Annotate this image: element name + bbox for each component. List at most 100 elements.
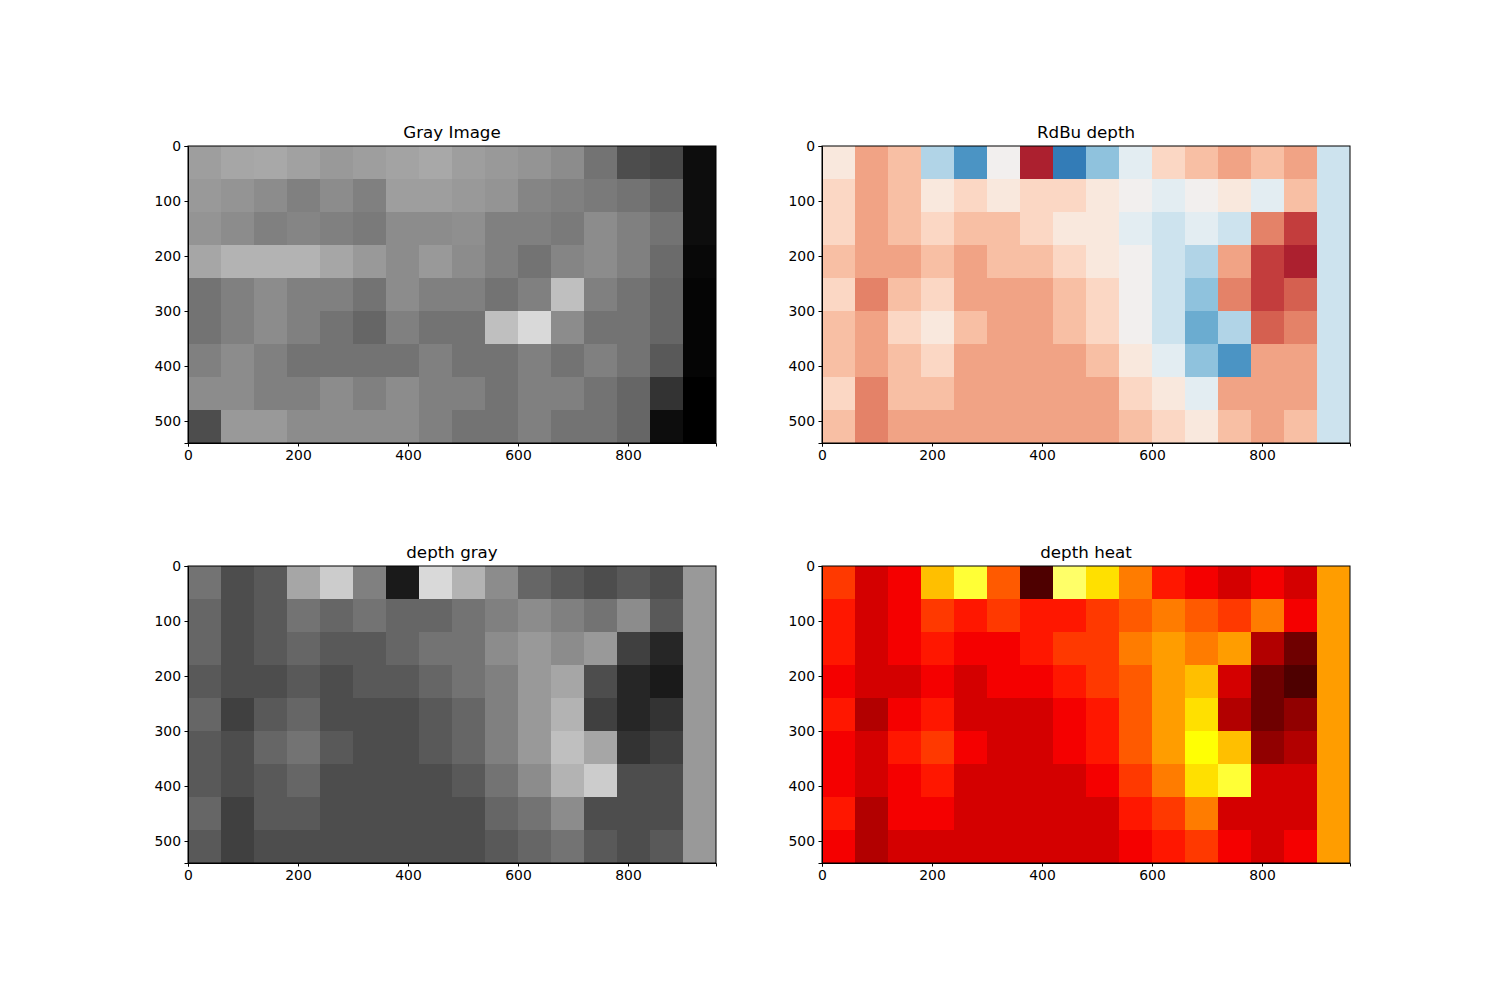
- cell: [888, 665, 922, 699]
- tick-label: 400: [154, 358, 181, 374]
- tick-label: 800: [615, 447, 642, 463]
- cell: [1053, 344, 1087, 378]
- cell: [855, 566, 889, 600]
- cell: [551, 632, 585, 666]
- cell: [320, 698, 354, 732]
- cell: [954, 311, 988, 345]
- cell: [822, 146, 856, 180]
- cell: [888, 797, 922, 831]
- cell: [287, 632, 321, 666]
- cell: [855, 311, 889, 345]
- cell: [822, 599, 856, 633]
- cell: [221, 566, 255, 600]
- cell: [987, 731, 1021, 765]
- cell: [1152, 311, 1186, 345]
- cell: [1317, 665, 1350, 699]
- cell: [822, 566, 856, 600]
- cell: [452, 245, 486, 279]
- cell: [1053, 311, 1087, 345]
- cell: [1020, 179, 1054, 213]
- cell: [584, 698, 618, 732]
- cell: [419, 632, 453, 666]
- cell: [921, 278, 955, 312]
- cell: [1119, 377, 1153, 411]
- cell: [987, 179, 1021, 213]
- cell: [954, 698, 988, 732]
- cell: [1086, 344, 1120, 378]
- tick-mark: [185, 146, 189, 147]
- cell: [320, 632, 354, 666]
- cell: [386, 632, 420, 666]
- tick: 400: [395, 443, 422, 463]
- cell: [452, 146, 486, 180]
- cell: [518, 146, 552, 180]
- cell: [683, 377, 716, 411]
- cell: [419, 311, 453, 345]
- tick: 400: [788, 358, 822, 374]
- cell: [683, 731, 716, 765]
- cell: [1053, 632, 1087, 666]
- cell: [1317, 344, 1350, 378]
- title: depth gray: [406, 542, 498, 562]
- tick-label: 0: [172, 138, 181, 154]
- cell: [353, 632, 387, 666]
- cell: [254, 632, 288, 666]
- cell: [254, 344, 288, 378]
- cell: [188, 566, 222, 600]
- cell: [452, 344, 486, 378]
- cell: [386, 698, 420, 732]
- cell: [683, 212, 716, 246]
- tick-label: 100: [154, 193, 181, 209]
- cell: [1218, 245, 1252, 279]
- cell: [452, 377, 486, 411]
- cell: [188, 830, 222, 863]
- cell: [485, 566, 519, 600]
- cell: [518, 764, 552, 798]
- cell: [551, 410, 585, 443]
- cell: [254, 212, 288, 246]
- tick-label: 0: [184, 447, 193, 463]
- cell: [1053, 146, 1087, 180]
- cell: [1317, 212, 1350, 246]
- cell: [551, 599, 585, 633]
- cell: [683, 410, 716, 443]
- cell: [1020, 278, 1054, 312]
- cell: [888, 245, 922, 279]
- cell: [320, 377, 354, 411]
- cell: [1119, 212, 1153, 246]
- cell: [1185, 797, 1219, 831]
- cell: [888, 632, 922, 666]
- cell: [1284, 377, 1318, 411]
- cell: [1185, 278, 1219, 312]
- cell: [485, 410, 519, 443]
- cell: [419, 179, 453, 213]
- cells: [822, 566, 1350, 863]
- x-axis: 0200400600800: [818, 443, 1350, 463]
- tick-label: 400: [1029, 447, 1056, 463]
- cell: [386, 599, 420, 633]
- cell: [1185, 344, 1219, 378]
- cell: [188, 344, 222, 378]
- cell: [987, 632, 1021, 666]
- cell: [855, 830, 889, 863]
- cell: [221, 212, 255, 246]
- cell: [1284, 212, 1318, 246]
- cell: [822, 632, 856, 666]
- cell: [551, 245, 585, 279]
- tick: 200: [154, 668, 188, 684]
- cell: [1053, 797, 1087, 831]
- cell: [1086, 599, 1120, 633]
- cell: [320, 599, 354, 633]
- cell: [888, 830, 922, 863]
- cell: [320, 146, 354, 180]
- cell: [551, 566, 585, 600]
- cell: [188, 599, 222, 633]
- frame: [822, 566, 1350, 863]
- cell: [855, 146, 889, 180]
- cells: [822, 146, 1350, 443]
- cell: [1251, 212, 1285, 246]
- cell: [987, 599, 1021, 633]
- cell: [320, 566, 354, 600]
- tick-label: 0: [806, 138, 815, 154]
- cell: [888, 146, 922, 180]
